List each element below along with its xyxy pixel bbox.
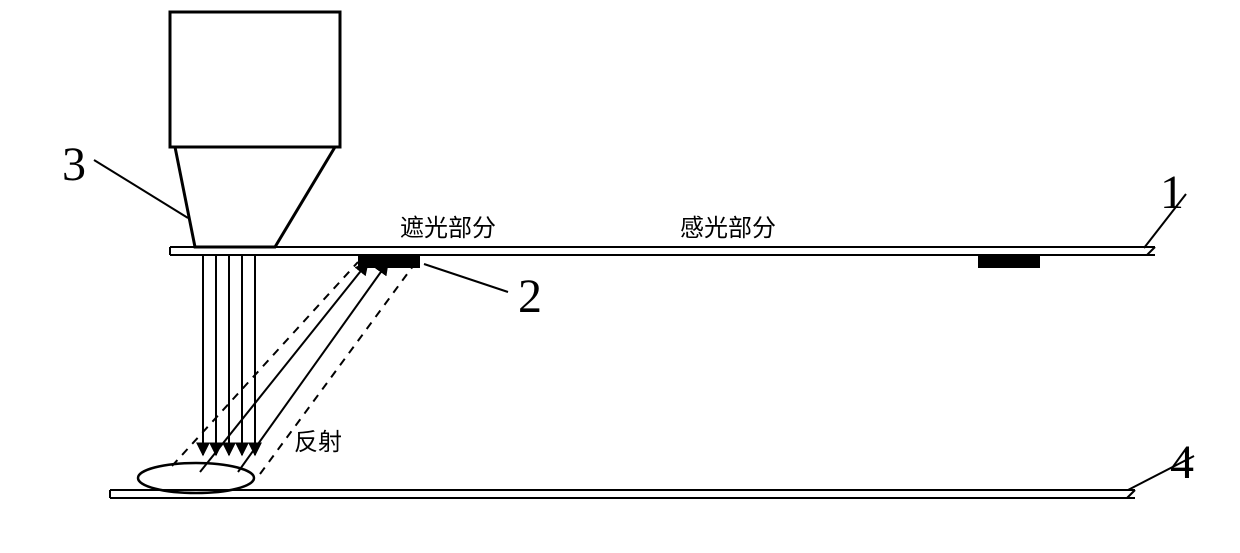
- diagram-canvas: 3 1 2 4 遮光部分 感光部分 反射: [0, 0, 1240, 553]
- label-1: 1: [1160, 166, 1184, 219]
- plate-1: [170, 247, 1155, 255]
- label-2: 2: [518, 270, 542, 323]
- spot-ellipse: [138, 463, 254, 493]
- label-4: 4: [1170, 436, 1194, 489]
- label-reflect: 反射: [294, 429, 342, 456]
- label-shade: 遮光部分: [400, 215, 496, 242]
- source-cone: [175, 147, 335, 247]
- plate-4: [110, 490, 1135, 498]
- sensor-right: [978, 256, 1040, 268]
- label-photo: 感光部分: [680, 215, 776, 242]
- label-leaders: [94, 160, 1194, 490]
- label-3: 3: [62, 138, 86, 191]
- down-rays: [203, 255, 255, 455]
- source-box: [170, 12, 340, 147]
